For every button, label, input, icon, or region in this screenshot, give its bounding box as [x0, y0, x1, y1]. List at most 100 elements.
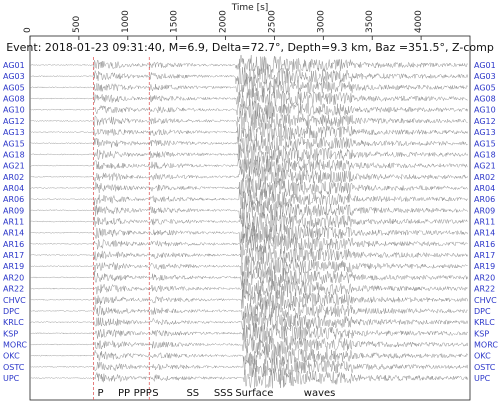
station-label-right: AG15	[474, 139, 496, 148]
station-label-left: AG05	[3, 83, 25, 92]
x-axis-title: Time [s]	[231, 3, 269, 13]
x-tick-label: 3500	[365, 10, 375, 33]
station-label-left: AR19	[3, 262, 24, 271]
station-label-left: AG15	[3, 139, 25, 148]
trace-ar06	[30, 188, 468, 210]
station-label-left: AG21	[3, 162, 25, 171]
station-label-left: KRLC	[3, 318, 24, 327]
trace-ag03	[30, 65, 468, 87]
station-label-right: KRLC	[474, 318, 495, 327]
trace-ar20	[29, 266, 468, 289]
x-tick-label: 2500	[267, 10, 277, 33]
event-title: Event: 2018-01-23 09:31:40, M=6.9, Delta…	[6, 41, 494, 54]
plot-frame	[29, 35, 471, 401]
station-label-left: AR17	[3, 251, 24, 260]
station-label-right: AR09	[474, 206, 495, 215]
trace-ar11	[29, 211, 468, 233]
trace-ar16	[29, 233, 468, 255]
station-label-left: OSTC	[3, 363, 25, 372]
station-labels: AG01 AG01 AG03 AG03 AG05 AG05 AG08 AG08 AG10 AG10…	[3, 61, 498, 383]
station-label-right: KSP	[474, 329, 489, 338]
trace-ag21	[29, 155, 468, 177]
trace-ag15	[29, 133, 468, 154]
station-label-right: OKC	[474, 352, 491, 361]
x-tick-label: 1000	[121, 10, 131, 33]
station-label-left: AG12	[3, 117, 25, 126]
station-label-right: AG18	[474, 150, 496, 159]
station-label-right: DPC	[474, 307, 491, 316]
station-label-right: AG03	[474, 72, 496, 81]
station-label-right: AG08	[474, 95, 496, 104]
station-label-right: AG13	[474, 128, 496, 137]
trace-ar22	[29, 278, 468, 300]
station-label-left: AR14	[3, 229, 24, 238]
station-label-right: OSTC	[474, 363, 496, 372]
station-label-left: AG18	[3, 150, 25, 159]
phase-label: SS	[186, 388, 199, 399]
station-label-right: AR19	[474, 262, 495, 271]
station-label-right: AR16	[474, 240, 495, 249]
x-tick-label: 1500	[170, 10, 180, 33]
station-label-right: AG21	[474, 162, 496, 171]
trace-chvc	[30, 289, 468, 311]
phase-label: S	[152, 388, 158, 399]
station-label-left: OKC	[3, 352, 20, 361]
station-label-left: UPC	[3, 374, 20, 383]
station-label-left: AR06	[3, 195, 24, 204]
trace-ar04	[29, 177, 468, 200]
trace-ar09	[29, 199, 468, 221]
station-label-left: KSP	[3, 329, 18, 338]
station-label-right: AR11	[474, 218, 495, 227]
seismogram-traces	[29, 54, 468, 389]
station-label-right: AG12	[474, 117, 496, 126]
trace-dpc	[29, 300, 468, 322]
station-label-left: AG13	[3, 128, 25, 137]
trace-ag08	[29, 87, 468, 110]
trace-okc	[29, 345, 468, 366]
station-label-left: DPC	[3, 307, 20, 316]
x-tick-label: 2000	[219, 10, 229, 33]
time-axis: 0 500 1000 1500 2000 2500 3000 3500 4000	[23, 10, 471, 401]
trace-morc	[29, 333, 468, 356]
station-label-right: MORC	[474, 340, 498, 349]
trace-ar19	[29, 255, 468, 277]
phase-label: SSS	[214, 388, 233, 399]
station-label-left: MORC	[3, 340, 27, 349]
trace-ag10	[29, 99, 468, 121]
station-label-left: AR04	[3, 184, 24, 193]
station-label-left: AR20	[3, 273, 24, 282]
station-label-left: AG03	[3, 72, 25, 81]
station-label-left: AR09	[3, 206, 24, 215]
station-label-left: AG10	[3, 106, 25, 115]
station-label-right: CHVC	[474, 296, 497, 305]
station-label-left: CHVC	[3, 296, 26, 305]
x-tick-label: 500	[72, 16, 82, 33]
station-label-right: AR04	[474, 184, 495, 193]
trace-ar14	[29, 222, 468, 244]
phase-label: PP	[118, 388, 130, 399]
station-label-right: UPC	[474, 374, 491, 383]
station-label-right: AG05	[474, 83, 496, 92]
trace-ostc	[29, 356, 468, 378]
station-label-left: AR02	[3, 173, 24, 182]
trace-ag01	[29, 54, 468, 76]
phase-reference-lines	[93, 57, 150, 400]
station-label-left: AR22	[3, 285, 24, 294]
phase-label: PPP	[134, 388, 152, 399]
station-label-left: AR16	[3, 240, 24, 249]
station-label-left: AG08	[3, 95, 25, 104]
trace-ar02	[29, 166, 468, 187]
phase-label: waves	[304, 388, 336, 399]
phase-labels: P PP PPP S SS SSS Surface waves	[97, 388, 335, 399]
station-label-right: AR22	[474, 285, 495, 294]
station-label-right: AG10	[474, 106, 496, 115]
trace-upc	[29, 367, 468, 389]
x-tick-label: 0	[23, 27, 33, 33]
station-label-right: AR14	[474, 229, 495, 238]
station-label-right: AR02	[474, 173, 495, 182]
station-label-left: AR11	[3, 218, 24, 227]
station-label-right: AR06	[474, 195, 495, 204]
trace-ag13	[29, 122, 468, 143]
trace-ksp	[29, 322, 468, 344]
